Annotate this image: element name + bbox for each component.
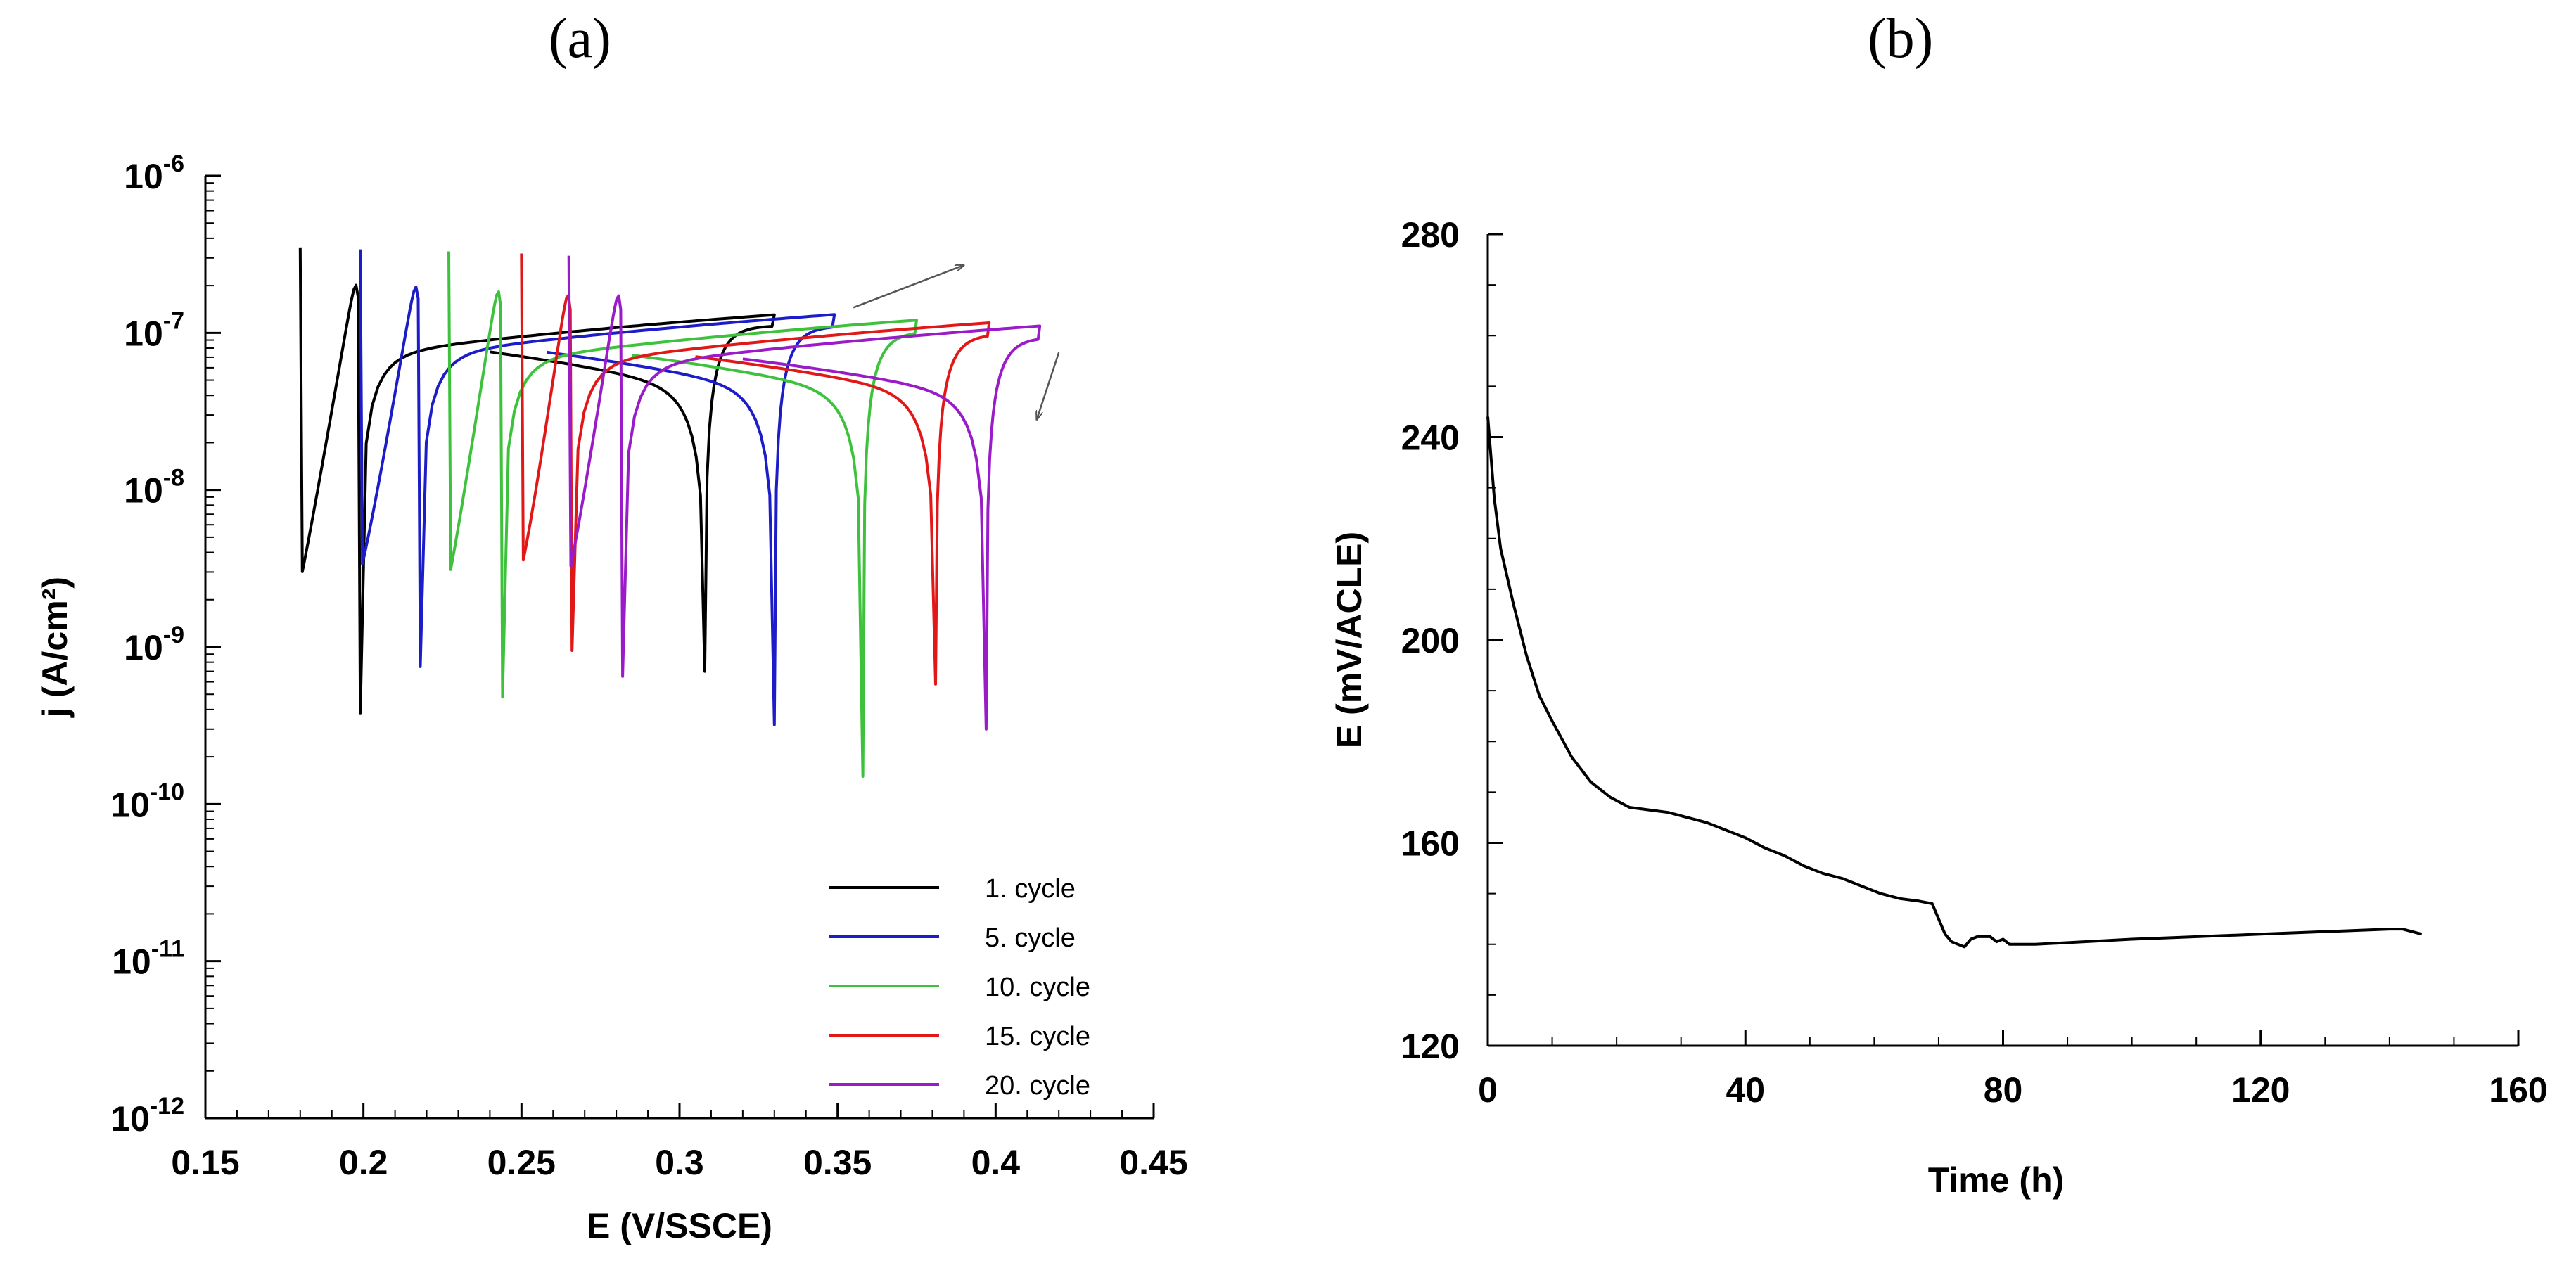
chart-b-x-tick-label: 120 xyxy=(2231,1070,2290,1110)
chart-a-x-tick-label: 0.45 xyxy=(1119,1143,1187,1182)
chart-b-x-tick-label: 160 xyxy=(2489,1070,2547,1110)
chart-b-y-tick-label: 200 xyxy=(1401,621,1460,660)
chart-a-x-tick-label: 0.25 xyxy=(487,1143,556,1182)
chart-b-y-axis-title: E (mV/ACLE) xyxy=(1330,532,1369,748)
chart-a-series-5-line xyxy=(567,255,1042,731)
chart-b-y-tick-label: 280 xyxy=(1401,215,1460,255)
chart-a-legend-label-2: 5. cycle xyxy=(985,923,1076,953)
chart-a-series-3-line xyxy=(447,251,918,778)
chart-b-y-tick-label: 240 xyxy=(1401,418,1460,458)
panel-b-label: (b) xyxy=(1868,8,1934,70)
chart-a-legend-label-1: 1. cycle xyxy=(985,874,1076,904)
chart-a-legend-label-4: 15. cycle xyxy=(985,1022,1090,1051)
chart-a-curves xyxy=(298,247,1042,778)
chart-a-legend: 1. cycle 5. cycle 10. cycle 15. cycle 20. cy… xyxy=(829,874,1090,1101)
chart-a-y-tick-label: 10-6 xyxy=(124,150,184,196)
chart-a-annotation-arrow-2 xyxy=(1037,352,1060,420)
chart-a-x-tick-label: 0.2 xyxy=(339,1143,388,1182)
chart-a-series-2-line xyxy=(359,249,836,726)
chart-a-x-axis-title: E (V/SSCE) xyxy=(587,1206,772,1245)
chart-b-y-tick-label: 160 xyxy=(1401,824,1460,864)
chart-b: 120 160 200 240 280 0 40 80 120 160 Time (h) E (mV/… xyxy=(1330,215,2548,1200)
chart-a-y-tick-label: 10-11 xyxy=(112,936,184,982)
chart-b-x-tick-label: 80 xyxy=(1984,1070,2023,1110)
panel-a-label: (a) xyxy=(549,8,611,70)
chart-a-legend-label-5: 20. cycle xyxy=(985,1071,1090,1101)
chart-b-x-tick-label: 40 xyxy=(1726,1070,1765,1110)
chart-b-y-tick-label: 120 xyxy=(1401,1027,1460,1066)
chart-b-series-line xyxy=(1486,416,2423,949)
chart-a-y-axis-title: j (A/cm²) xyxy=(35,577,75,718)
chart-a-y-tick-label: 10-7 xyxy=(124,307,184,353)
chart-a-x-tick-label: 0.3 xyxy=(655,1143,704,1182)
chart-a-y-tick-label: 10-10 xyxy=(110,779,184,824)
chart-b-x-axis-title: Time (h) xyxy=(1928,1160,2065,1200)
chart-a-series-1-line xyxy=(298,247,776,715)
chart-a-series-4-line xyxy=(520,253,991,686)
chart-b-x-tick-label: 0 xyxy=(1478,1070,1498,1110)
chart-a-x-tick-label: 0.35 xyxy=(803,1143,872,1182)
chart-a-y-tick-label: 10-12 xyxy=(110,1093,184,1139)
chart-a-y-tick-label: 10-8 xyxy=(124,465,184,511)
chart-a: 10-12 10-11 10-10 10-9 10-8 10-7 10-6 0.15 0.2 0.… xyxy=(35,150,1188,1245)
chart-a-x-tick-label: 0.4 xyxy=(971,1143,1021,1182)
chart-a-y-tick-label: 10-9 xyxy=(124,622,184,667)
chart-a-legend-label-3: 10. cycle xyxy=(985,973,1090,1002)
chart-a-annotation-arrow-1 xyxy=(853,265,964,309)
chart-a-x-tick-label: 0.15 xyxy=(171,1143,239,1182)
